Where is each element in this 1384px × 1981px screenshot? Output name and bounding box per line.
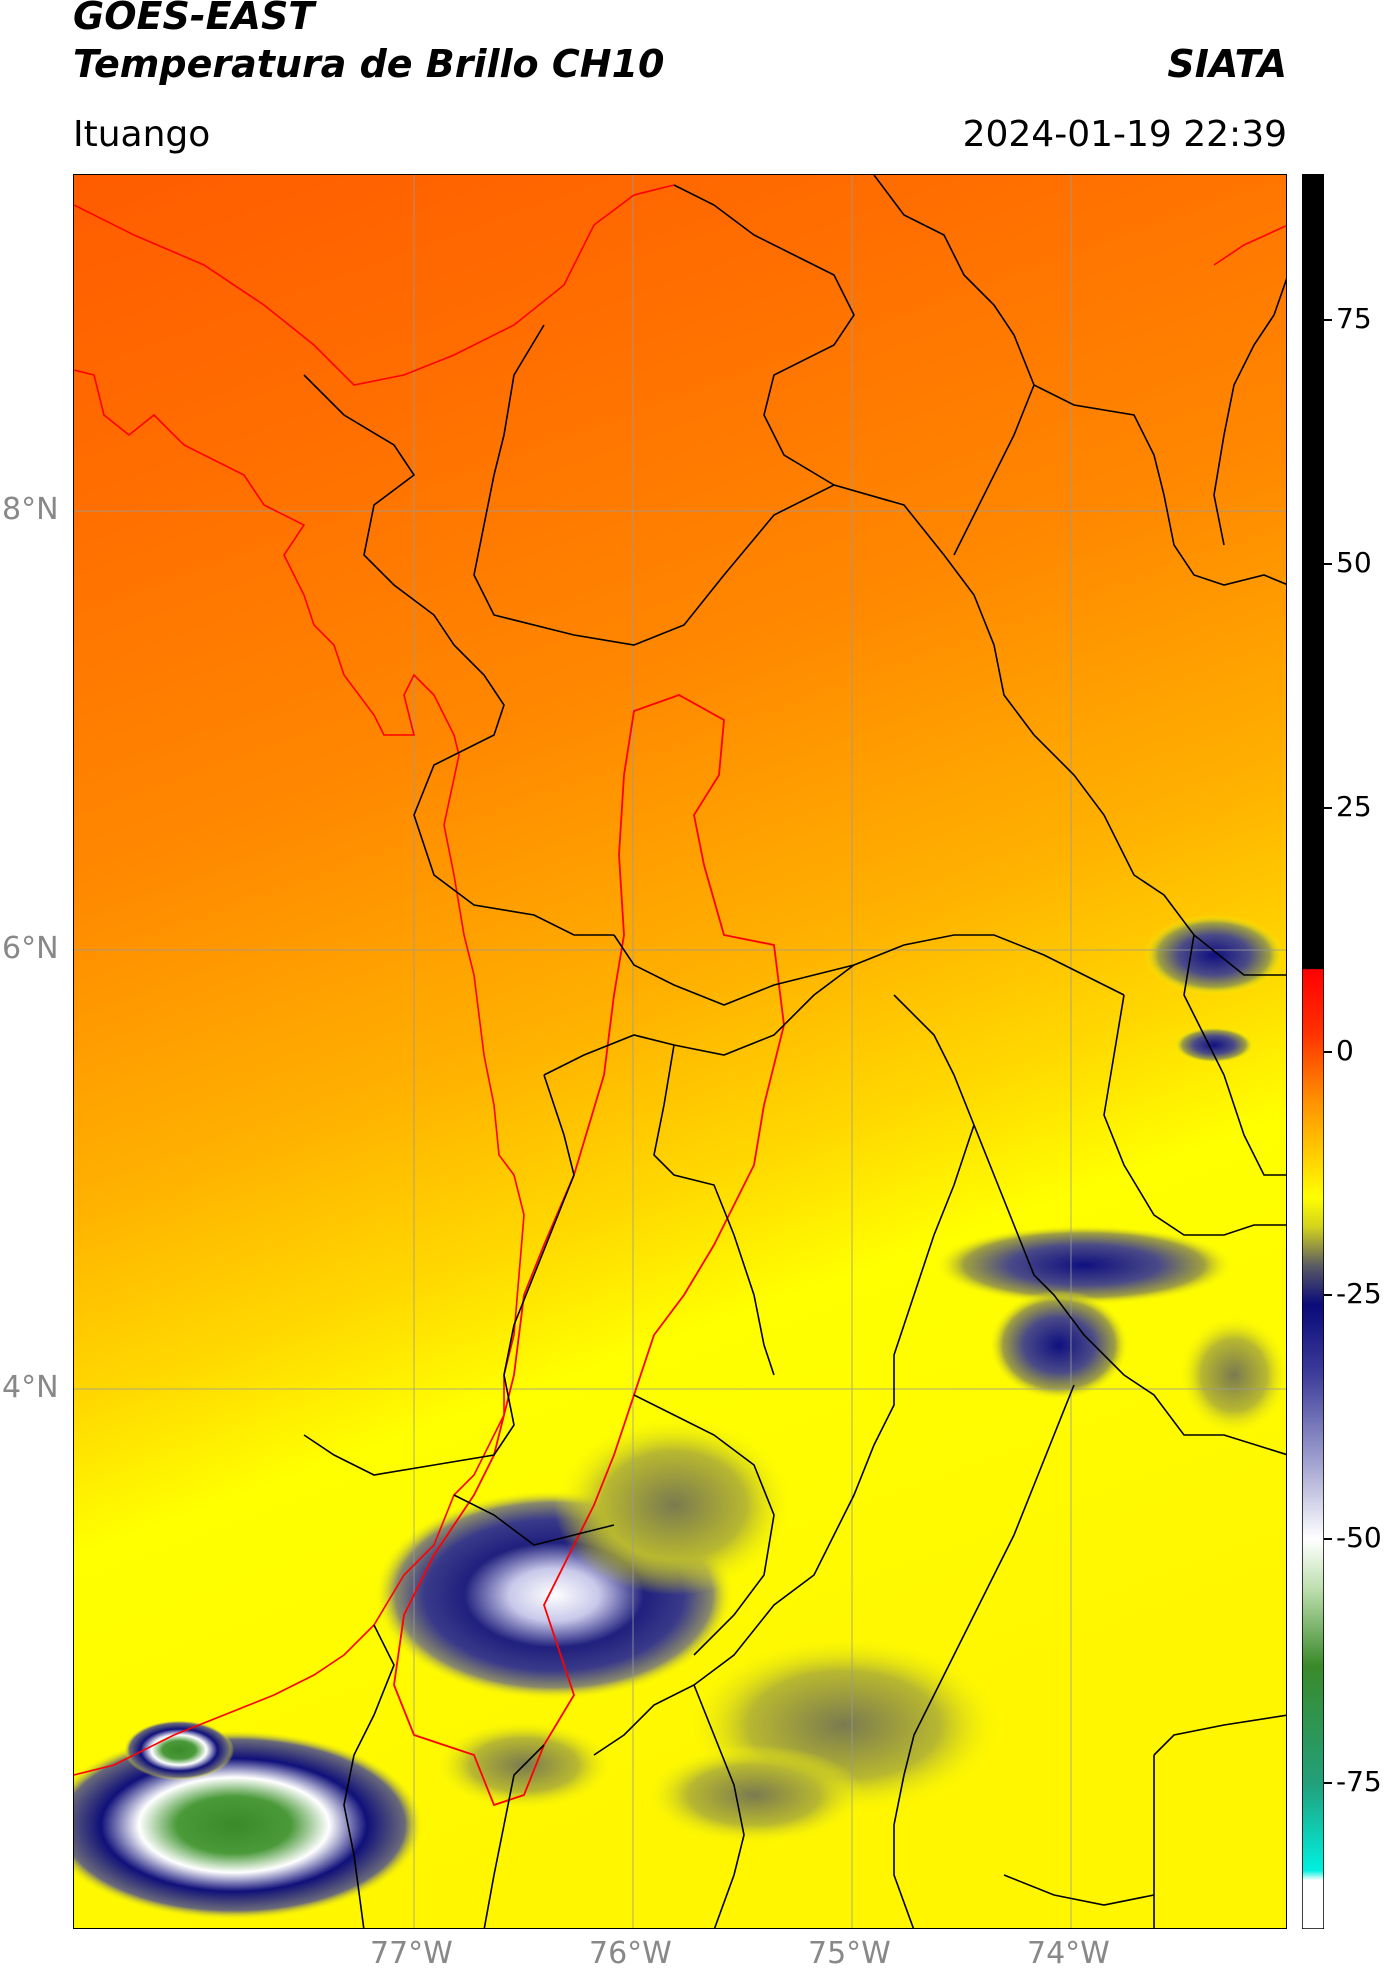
colorbar-tick-label: -50 [1336, 1521, 1382, 1554]
brightness-temperature-map [74, 175, 1286, 1928]
colorbar-tick-mark [1324, 1294, 1332, 1297]
lon-label-74w: 74°W [1027, 1936, 1110, 1971]
agency-label: SIATA [1167, 42, 1287, 86]
colorbar-tick-label: 50 [1336, 546, 1372, 579]
map-panel [73, 174, 1287, 1929]
ituango-basin-outline [393, 694, 785, 1807]
title-line-2: Temperatura de Brillo CH10 [73, 42, 665, 86]
cloud-band-east [1179, 1315, 1286, 1435]
admin-boundaries [303, 175, 1286, 1928]
colorbar-tick-mark [1324, 563, 1332, 565]
cloud-band-south-2 [644, 1745, 864, 1845]
colorbar-gradient [1301, 173, 1325, 1930]
gridlines [74, 175, 1286, 1928]
coastline-northeast [1213, 225, 1286, 266]
storm-northeast [1144, 915, 1284, 995]
colorbar-tick-label: -25 [1336, 1277, 1382, 1311]
location-label: Ituango [73, 114, 211, 155]
coastline-north [74, 184, 675, 386]
colorbar-tick-mark [1324, 1781, 1332, 1784]
lon-label-76w: 76°W [589, 1936, 672, 1971]
colorbar-tick-label: 25 [1336, 789, 1372, 823]
lon-label-77w: 77°W [370, 1936, 453, 1971]
colorbar-tick-mark [1324, 806, 1332, 809]
storm-east-2 [989, 1290, 1129, 1400]
lat-label-8n: 8°N [2, 492, 59, 527]
storm-northeast-2 [1174, 1027, 1254, 1063]
storm-central-tail [554, 1415, 794, 1595]
lat-label-6n: 6°N [2, 931, 59, 966]
lon-label-75w: 75°W [808, 1936, 891, 1971]
colorbar-tick-label: 75 [1336, 302, 1372, 336]
colorbar-tick-mark [1324, 319, 1332, 322]
lat-label-4n: 4°N [2, 1370, 59, 1405]
colorbar-tick-label: 0 [1336, 1033, 1354, 1067]
colorbar-tick-mark [1324, 1050, 1332, 1053]
coastline [74, 369, 525, 1776]
storm-southwest-small [124, 1720, 234, 1780]
datetime-label: 2024-01-19 22:39 [962, 114, 1287, 155]
colorbar [1301, 173, 1325, 1930]
cold-cloud-tops [74, 915, 1286, 1920]
colorbar-tick-mark [1324, 1538, 1332, 1540]
title-line-1: GOES-EAST [73, 0, 315, 38]
storm-east [934, 1225, 1234, 1305]
colorbar-tick-label: -75 [1336, 1764, 1382, 1798]
